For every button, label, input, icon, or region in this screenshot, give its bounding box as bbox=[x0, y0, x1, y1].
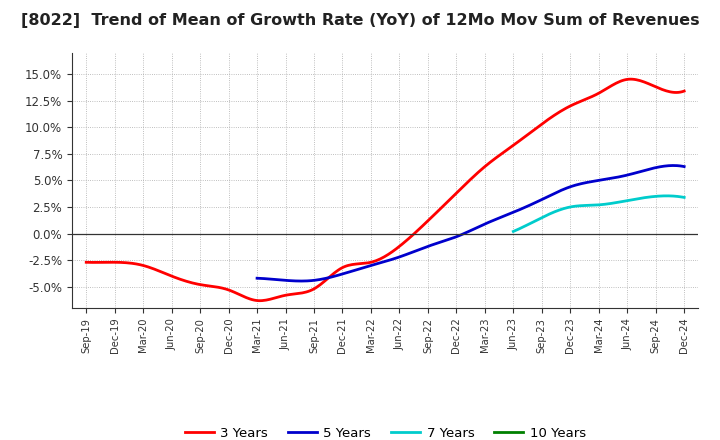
5 Years bbox=[507, 210, 516, 216]
7 Years bbox=[613, 200, 622, 205]
Text: [8022]  Trend of Mean of Growth Rate (YoY) of 12Mo Mov Sum of Revenues: [8022] Trend of Mean of Growth Rate (YoY… bbox=[21, 13, 699, 28]
5 Years bbox=[516, 207, 524, 212]
3 Years bbox=[84, 260, 93, 265]
5 Years bbox=[254, 275, 263, 281]
5 Years bbox=[253, 275, 261, 281]
3 Years bbox=[256, 298, 264, 303]
7 Years bbox=[610, 200, 618, 205]
3 Years bbox=[626, 77, 634, 82]
3 Years bbox=[438, 205, 446, 210]
3 Years bbox=[680, 88, 688, 94]
7 Years bbox=[665, 193, 673, 198]
7 Years bbox=[662, 193, 671, 198]
5 Years bbox=[297, 279, 306, 284]
7 Years bbox=[509, 229, 518, 234]
7 Years bbox=[653, 194, 662, 199]
5 Years bbox=[680, 164, 688, 169]
3 Years bbox=[588, 94, 596, 99]
Line: 5 Years: 5 Years bbox=[257, 165, 684, 281]
7 Years bbox=[510, 228, 518, 234]
3 Years bbox=[440, 202, 449, 208]
3 Years bbox=[82, 260, 91, 265]
3 Years bbox=[450, 193, 459, 198]
5 Years bbox=[668, 163, 677, 168]
5 Years bbox=[614, 174, 623, 180]
7 Years bbox=[680, 195, 688, 200]
Line: 3 Years: 3 Years bbox=[86, 79, 684, 301]
Legend: 3 Years, 5 Years, 7 Years, 10 Years: 3 Years, 5 Years, 7 Years, 10 Years bbox=[179, 422, 591, 440]
5 Years bbox=[508, 210, 517, 215]
5 Years bbox=[642, 168, 650, 173]
Line: 7 Years: 7 Years bbox=[513, 196, 684, 231]
7 Years bbox=[611, 200, 619, 205]
3 Years bbox=[628, 77, 636, 82]
